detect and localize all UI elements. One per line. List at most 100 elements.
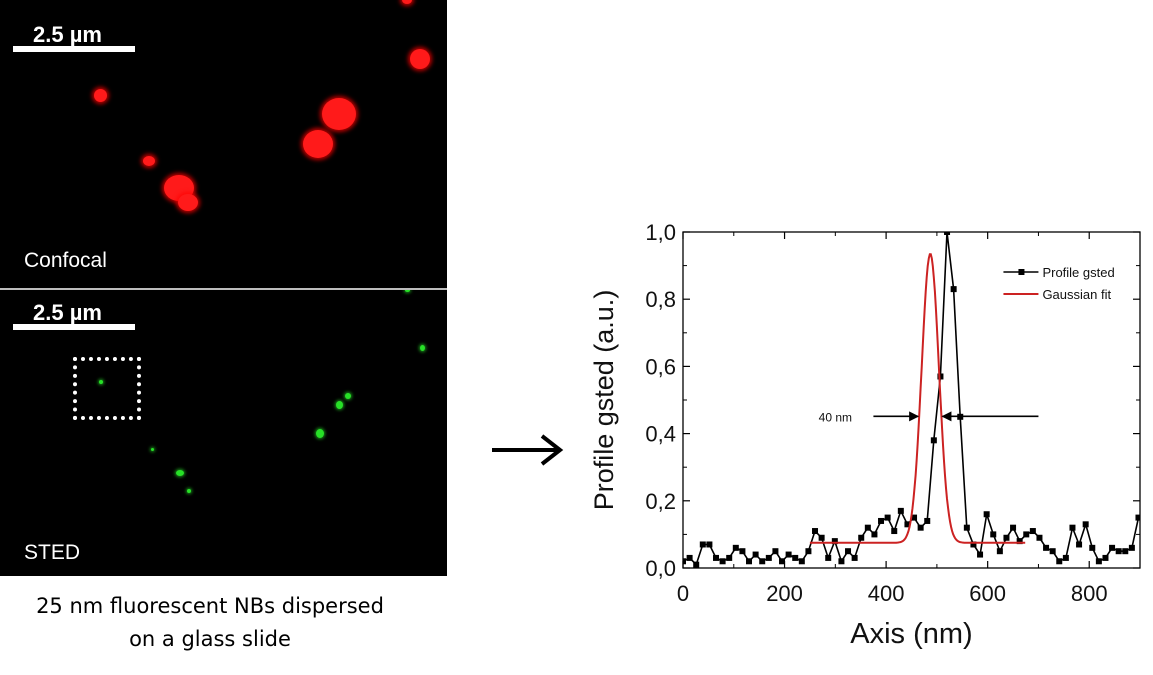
red-spot <box>322 98 356 130</box>
data-point <box>970 541 977 548</box>
data-point <box>818 534 825 541</box>
data-point <box>726 554 733 561</box>
region-of-interest-box <box>73 357 141 420</box>
data-point <box>851 554 858 561</box>
data-point <box>1049 548 1056 555</box>
data-point <box>1029 528 1036 535</box>
legend-label-profile: Profile gsted <box>1042 265 1114 280</box>
data-point <box>805 548 812 555</box>
data-point <box>845 548 852 555</box>
x-tick-label: 0 <box>677 581 689 606</box>
data-point <box>990 531 997 538</box>
scale-bar-label: 2.5 µm <box>33 300 102 325</box>
data-point <box>765 554 772 561</box>
data-point <box>983 511 990 518</box>
x-tick-label: 800 <box>1071 581 1108 606</box>
data-point <box>719 558 726 565</box>
profile-chart: 0 200 400 600 800 0,0 0,2 0,4 0,6 0,8 1,0 Axis (nm)… <box>589 220 1141 650</box>
data-point <box>831 538 838 545</box>
green-spot <box>336 401 343 409</box>
data-point <box>759 558 766 565</box>
data-point <box>772 548 779 555</box>
data-point <box>917 524 924 531</box>
data-point <box>1036 534 1043 541</box>
sted-label: STED <box>24 541 81 564</box>
data-point <box>1135 514 1140 521</box>
data-point <box>937 373 944 380</box>
red-spot <box>410 49 430 69</box>
y-tick-label: 1,0 <box>645 220 676 245</box>
data-point <box>838 558 845 565</box>
fwhm-arrowhead-left <box>909 411 920 422</box>
data-point <box>858 534 865 541</box>
data-point <box>884 514 891 521</box>
x-tick-label: 400 <box>868 581 905 606</box>
data-point <box>1089 544 1096 551</box>
x-tick-label: 200 <box>766 581 803 606</box>
data-point <box>825 554 832 561</box>
green-spot <box>176 470 184 476</box>
scale-bar <box>13 324 135 330</box>
red-spot <box>402 0 412 4</box>
data-point <box>792 554 799 561</box>
data-point <box>1122 548 1129 555</box>
data-point <box>878 517 885 524</box>
data-point <box>752 551 759 558</box>
green-spot <box>316 429 324 438</box>
caption-line-1: 25 nm fluorescent NBs dispersed <box>36 594 384 618</box>
y-axis-label: Profile gsted (a.u.) <box>589 290 619 511</box>
y-tick-label: 0,2 <box>645 489 676 514</box>
right-arrow-icon <box>492 434 564 466</box>
data-point <box>950 286 957 293</box>
y-tick-label: 0,4 <box>645 422 676 447</box>
data-point <box>996 548 1003 555</box>
data-point <box>1062 554 1069 561</box>
data-point <box>930 437 937 444</box>
fwhm-annotation: 40 nm <box>819 410 852 424</box>
x-tick-label: 600 <box>969 581 1006 606</box>
data-point <box>864 524 871 531</box>
gaussian-fit-line <box>809 253 1026 544</box>
data-point <box>1102 554 1109 561</box>
data-point <box>732 544 739 551</box>
data-point <box>746 558 753 565</box>
green-spot <box>187 489 191 493</box>
plot-area <box>683 232 1140 568</box>
green-spot <box>420 345 425 351</box>
data-point <box>686 554 693 561</box>
green-spot <box>405 290 410 292</box>
data-point <box>871 531 878 538</box>
data-point <box>924 517 931 524</box>
confocal-image: 2.5 µm Confocal <box>0 0 447 288</box>
data-point <box>779 558 786 565</box>
data-point <box>891 528 898 535</box>
green-spot <box>99 380 103 384</box>
y-tick-label: 0,8 <box>645 287 676 312</box>
data-point <box>977 551 984 558</box>
data-point <box>897 507 904 514</box>
data-point <box>693 561 700 568</box>
green-spot <box>345 393 351 399</box>
y-tick-label: 0,6 <box>645 354 676 379</box>
data-point <box>785 551 792 558</box>
scale-bar-label: 2.5 µm <box>33 22 102 47</box>
image-caption: 25 nm fluorescent NBs dispersed on a gla… <box>0 590 420 656</box>
red-spot <box>178 194 198 211</box>
x-axis-label: Axis (nm) <box>850 618 972 650</box>
scale-bar <box>13 46 135 52</box>
data-point <box>1115 548 1122 555</box>
panel-divider <box>0 288 447 290</box>
data-point <box>1016 538 1023 545</box>
data-point <box>683 558 686 565</box>
data-point <box>911 514 918 521</box>
legend-marker-profile <box>1018 269 1025 275</box>
red-spot <box>303 130 333 158</box>
green-spot <box>151 448 154 451</box>
data-point <box>812 528 819 535</box>
data-point <box>944 232 951 235</box>
data-point <box>1010 524 1017 531</box>
confocal-label: Confocal <box>24 249 107 272</box>
data-point <box>713 554 720 561</box>
data-point <box>1043 544 1050 551</box>
sted-image: 2.5 µm STED <box>0 290 447 576</box>
